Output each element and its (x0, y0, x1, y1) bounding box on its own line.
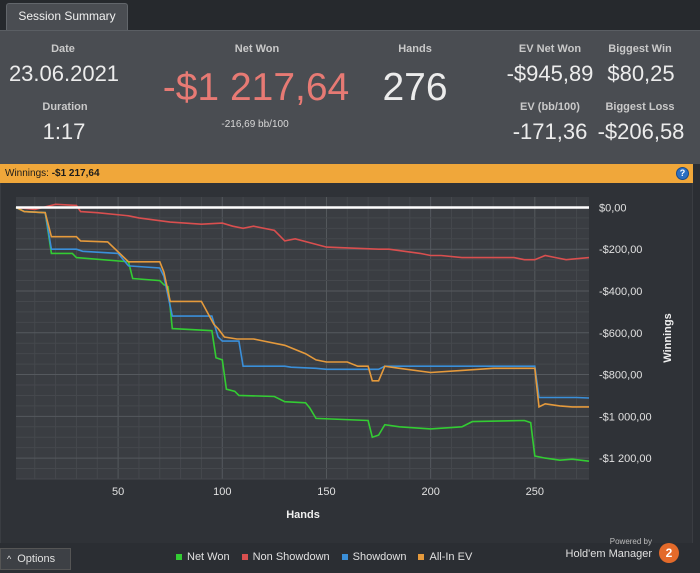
legend-swatch (241, 554, 248, 560)
legend-item-non-showdown[interactable]: Non Showdown (241, 551, 330, 563)
y-tick-label: -$200,00 (599, 244, 642, 256)
y-tick-label: -$400,00 (599, 286, 642, 298)
date-label: Date (51, 43, 75, 55)
biggest-win-label: Biggest Win (608, 43, 672, 55)
hands-label: Hands (398, 43, 432, 55)
chart-legend: Net Won Non Showdown Showdown All-In EV (176, 551, 484, 563)
winnings-chart: 50 100 150 200 250 $0,00 -$200,00 -$400,00 -$60… (15, 197, 674, 521)
y-tick-label: $0,00 (599, 202, 627, 214)
biggest-win-value: $80,25 (607, 61, 675, 86)
net-won-bb100: -216,69 bb/100 (221, 119, 289, 130)
legend-label: Showdown (352, 551, 407, 563)
legend-label: Net Won (187, 551, 230, 563)
legend-swatch (341, 554, 348, 560)
series-line-non-showdown (15, 203, 590, 261)
session-summary-panel: Date 23.06.2021 Duration 1:17 Net Won -$… (0, 30, 700, 164)
brand-logo: Powered by Hold'em Manager (566, 537, 678, 560)
y-tick-label: -$800,00 (599, 370, 642, 382)
legend-item-net-won[interactable]: Net Won (176, 551, 230, 563)
y-tick-label: -$600,00 (599, 328, 642, 340)
chart-plot-area (16, 197, 589, 479)
winnings-label: Winnings: (5, 168, 49, 179)
hm2-logo-icon: 2 (659, 543, 679, 563)
chart-panel: 50 100 150 200 250 $0,00 -$200,00 -$400,00 -$60… (0, 183, 693, 543)
date-value: 23.06.2021 (8, 61, 120, 86)
duration-label: Duration (42, 101, 88, 113)
legend-swatch (418, 554, 425, 560)
net-won-label: Net Won (234, 43, 280, 55)
chart-grid (16, 197, 589, 480)
x-tick-label: 50 (112, 486, 124, 498)
x-axis-label: Hands (286, 509, 320, 521)
hands-value: 276 (382, 66, 448, 109)
legend-label: Non Showdown (252, 551, 330, 563)
chart-y-ticks: $0,00 -$200,00 -$400,00 -$600,00 -$800,00 -$1… (599, 202, 652, 465)
bottom-bar: ^ Options Net Won Non Showdown Showdown A… (0, 537, 700, 573)
brand-name: Hold'em Manager (565, 548, 652, 560)
series-line-net-won (15, 206, 590, 462)
y-tick-label: -$1 000,00 (599, 411, 652, 423)
powered-by-text: Powered by (609, 537, 652, 546)
net-won-value: -$1 217,64 (162, 66, 350, 109)
tab-bar: Session Summary (0, 0, 700, 30)
chevron-up-icon: ^ (7, 554, 12, 564)
biggest-loss-value: -$206,58 (597, 119, 685, 144)
legend-label: All-In EV (429, 551, 473, 563)
ev-net-won-value: -$945,89 (506, 61, 594, 86)
x-tick-label: 150 (317, 486, 335, 498)
winnings-bar: Winnings: -$1 217,64 ? (0, 164, 693, 183)
ev-net-won-label: EV Net Won (518, 43, 582, 55)
y-tick-label: -$1 200,00 (599, 453, 652, 465)
tab-session-summary[interactable]: Session Summary (6, 3, 128, 30)
legend-item-all-in-ev[interactable]: All-In EV (418, 551, 472, 563)
chart-x-ticks: 50 100 150 200 250 (112, 486, 544, 498)
x-tick-label: 200 (421, 486, 439, 498)
chart-series (15, 203, 590, 462)
legend-item-showdown[interactable]: Showdown (341, 551, 407, 563)
y-axis-label: Winnings (662, 313, 674, 362)
winnings-value: -$1 217,64 (51, 168, 100, 179)
help-icon[interactable]: ? (676, 167, 689, 180)
biggest-loss-label: Biggest Loss (605, 101, 675, 113)
options-button[interactable]: ^ Options (0, 548, 71, 570)
duration-value: 1:17 (42, 119, 86, 144)
ev-bb100-label: EV (bb/100) (520, 101, 580, 113)
legend-swatch (176, 554, 182, 560)
series-line-all-in-ev (15, 206, 589, 409)
options-label: Options (17, 553, 56, 565)
x-tick-label: 250 (526, 486, 544, 498)
x-tick-label: 100 (213, 486, 231, 498)
ev-bb100-value: -171,36 (512, 119, 588, 144)
series-line-showdown (15, 206, 590, 399)
